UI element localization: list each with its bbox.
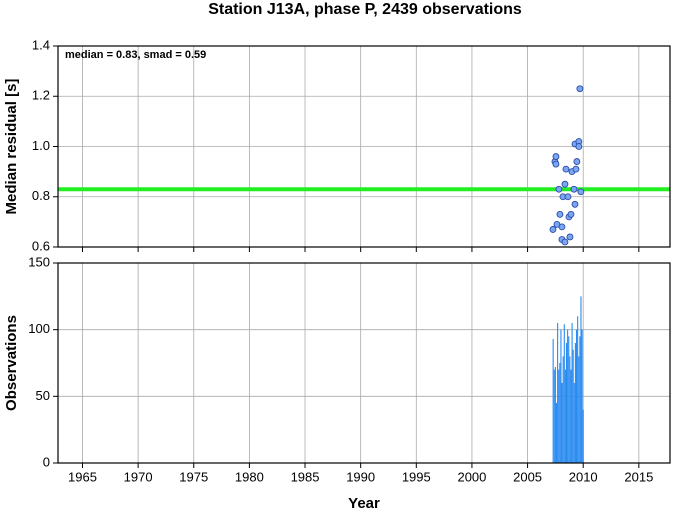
bar [561, 383, 563, 463]
y-tick-label: 0.6 [32, 238, 50, 253]
bar [562, 356, 564, 463]
bar [559, 363, 561, 463]
bar [579, 336, 581, 463]
x-tick-label: 1975 [179, 469, 208, 484]
x-tick-label: 1995 [402, 469, 431, 484]
plot-frame [57, 262, 671, 464]
bar [564, 369, 566, 463]
bar [565, 343, 568, 463]
bar [570, 369, 572, 463]
y-tick-label: 1.4 [32, 37, 50, 52]
x-tick-label: 1980 [235, 469, 264, 484]
annotation: median = 0.83, smad = 0.59 [65, 49, 206, 61]
point [556, 210, 564, 218]
bar [560, 329, 562, 463]
y-tick-label: 1.0 [32, 138, 50, 153]
point [552, 153, 560, 160]
point [552, 160, 560, 168]
bar [567, 329, 569, 463]
bar [578, 356, 580, 463]
bar [563, 324, 565, 463]
bar [557, 323, 559, 463]
x-tick-label: 1985 [291, 469, 320, 484]
bar [569, 356, 571, 463]
point [561, 180, 569, 188]
point [555, 185, 563, 193]
point [570, 185, 578, 193]
bar [582, 409, 584, 463]
point [571, 200, 579, 208]
y-tick-label: 0 [43, 454, 50, 469]
x-tick-label: 2015 [624, 469, 653, 484]
x-tick-label: 2000 [457, 469, 486, 484]
point [576, 85, 584, 93]
y-tick-label: 1.2 [32, 88, 50, 103]
bar [571, 323, 573, 463]
point [564, 193, 572, 201]
bar [575, 329, 578, 463]
bar [580, 296, 582, 463]
point [575, 143, 583, 150]
y-tick-label: 100 [28, 321, 50, 336]
bar [574, 343, 576, 463]
bar [577, 316, 579, 463]
y-tick-label: 150 [28, 254, 50, 269]
bar [558, 369, 560, 463]
point [558, 223, 566, 231]
bar [552, 339, 554, 463]
y-tick-label: 0.8 [32, 188, 50, 203]
point [573, 158, 581, 165]
point [549, 226, 557, 233]
bar [581, 329, 583, 463]
x-tick-label: 1970 [124, 469, 153, 484]
y-axis-label: Median residual [s] [3, 79, 20, 215]
x-tick-label: 1965 [68, 469, 97, 484]
y-tick-label: 50 [36, 388, 50, 403]
x-tick-label: 2010 [569, 469, 598, 484]
bar [572, 349, 574, 463]
x-tick-label: 1990 [346, 469, 375, 484]
point [562, 165, 570, 173]
bar [554, 367, 556, 463]
bar [573, 383, 575, 463]
x-tick-label: 2005 [513, 469, 542, 484]
point [577, 188, 585, 196]
point [572, 165, 580, 173]
plot-frame [57, 45, 671, 248]
bar [553, 369, 555, 463]
chart-title: Station J13A, phase P, 2439 observations [208, 1, 522, 18]
x-axis-label: Year [348, 495, 380, 511]
y-axis-label: Observations [3, 315, 20, 411]
bar [568, 336, 570, 463]
point [566, 233, 574, 241]
point [567, 210, 575, 218]
bar [555, 403, 558, 463]
point [561, 238, 569, 246]
